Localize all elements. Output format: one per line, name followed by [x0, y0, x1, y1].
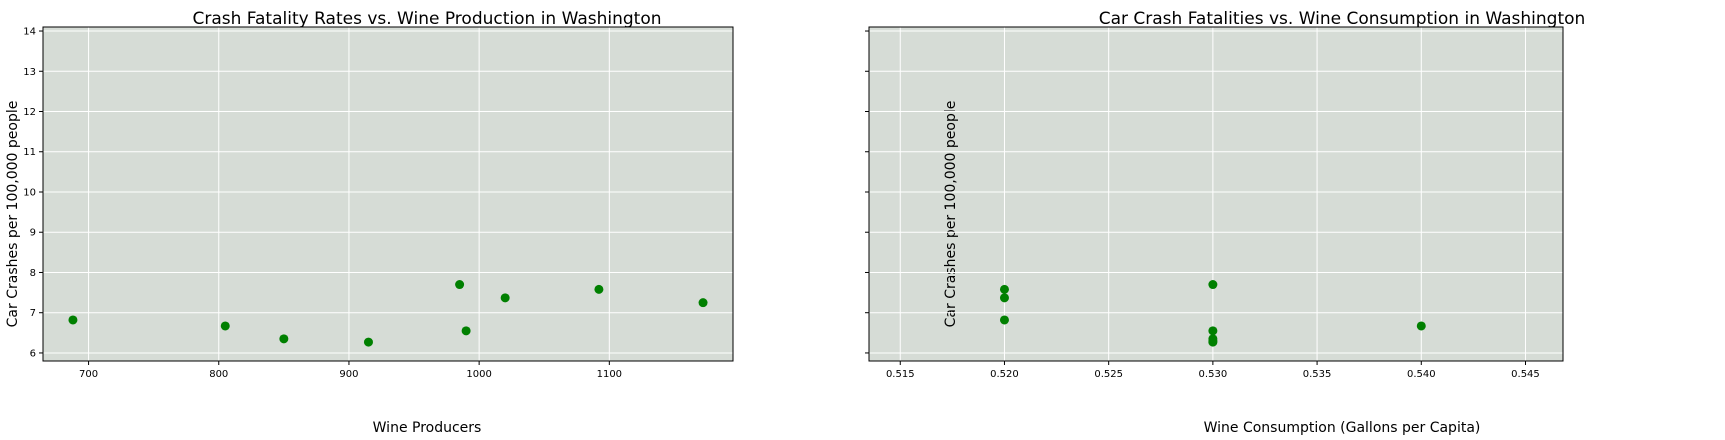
data-point [363, 337, 373, 347]
chart-title: Crash Fatality Rates vs. Wine Production… [192, 9, 661, 29]
data-point [999, 284, 1009, 294]
x-tick-label: 0.535 [1303, 369, 1332, 380]
data-point [1208, 280, 1218, 290]
y-tick-label: 7 [30, 308, 36, 319]
x-axis-label: Wine Consumption (Gallons per Capita) [1204, 420, 1481, 436]
data-point [1416, 321, 1426, 331]
data-point [455, 280, 465, 290]
y-tick-label: 14 [23, 27, 36, 38]
x-tick-label: 1100 [597, 369, 622, 380]
data-point [999, 293, 1009, 303]
plot-frame [868, 26, 1564, 362]
data-point [461, 326, 471, 336]
x-tick-label: 0.525 [1094, 369, 1123, 380]
y-axis-label: Car Crashes per 100,000 people [943, 101, 959, 328]
data-point [220, 321, 230, 331]
chart-title: Car Crash Fatalities vs. Wine Consumptio… [1099, 9, 1586, 29]
plot-area [43, 27, 733, 361]
plot-frame [42, 26, 734, 362]
x-axis-label: Wine Producers [373, 420, 482, 436]
x-tick-label: 1000 [466, 369, 491, 380]
data-point [68, 315, 78, 325]
x-tick-label: 0.530 [1199, 369, 1228, 380]
y-tick-label: 8 [30, 268, 36, 279]
y-tick-label: 13 [23, 67, 36, 78]
data-point [594, 284, 604, 294]
x-tick-label: 0.540 [1407, 369, 1436, 380]
x-tick-label: 700 [79, 369, 98, 380]
y-tick-label: 6 [30, 348, 36, 359]
data-point [279, 334, 289, 344]
chart-wine-consumption: Car Crash Fatalities vs. Wine Consumptio… [865, 9, 1585, 436]
data-point [1208, 337, 1218, 347]
x-tick-label: 0.515 [886, 369, 915, 380]
data-point [999, 315, 1009, 325]
data-point [500, 293, 510, 303]
y-tick-label: 12 [23, 107, 36, 118]
y-axis-label: Car Crashes per 100,000 people [5, 101, 21, 328]
x-tick-label: 0.520 [990, 369, 1019, 380]
data-point [698, 298, 708, 308]
chart-wine-production: Crash Fatality Rates vs. Wine Production… [5, 9, 734, 436]
x-tick-label: 900 [339, 369, 358, 380]
data-point [1208, 326, 1218, 336]
y-tick-label: 11 [23, 147, 36, 158]
x-tick-label: 0.545 [1511, 369, 1540, 380]
x-tick-label: 800 [209, 369, 228, 380]
plot-area [869, 27, 1563, 361]
y-tick-label: 10 [23, 187, 36, 198]
y-tick-label: 9 [30, 228, 36, 239]
